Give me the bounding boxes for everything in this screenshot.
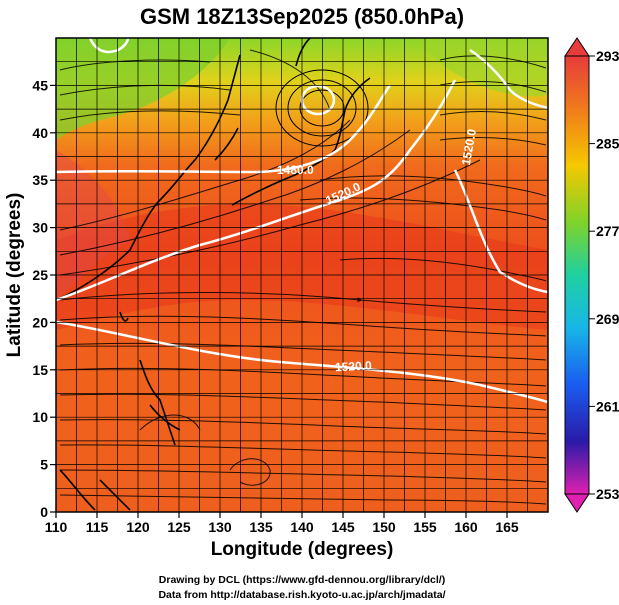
- contour-label: 1520.0: [459, 128, 479, 167]
- colorbar-labels: 293 285 277 269 261 253: [589, 48, 619, 502]
- y-tick-label: 25: [32, 267, 48, 283]
- x-tick-label: 130: [208, 519, 232, 535]
- x-tick-label: 145: [331, 519, 355, 535]
- x-tick-label: 135: [249, 519, 273, 535]
- height-contours: [56, 38, 548, 404]
- y-tick-label: 10: [32, 409, 48, 425]
- cold-region-east: [420, 38, 548, 97]
- colorbar-label: 293: [596, 48, 619, 64]
- colorbar-label: 253: [596, 486, 619, 502]
- x-tick-label: 120: [126, 519, 150, 535]
- graticule: [56, 38, 548, 512]
- x-tick-label: 165: [495, 519, 519, 535]
- y-tick-label: 15: [32, 362, 48, 378]
- x-tick-label: 125: [167, 519, 191, 535]
- x-tick-label: 115: [86, 519, 109, 535]
- x-tick-label: 110: [45, 519, 68, 535]
- colorbar-label: 269: [596, 311, 619, 327]
- contour-label: 1480.0: [277, 163, 314, 177]
- y-tick-label: 0: [40, 504, 48, 520]
- y-tick-label: 40: [32, 125, 48, 141]
- x-axis-label: Longitude (degrees): [211, 539, 394, 560]
- colorbar-top-triangle: [564, 37, 590, 57]
- y-tick-label: 35: [32, 172, 48, 188]
- wind-streamlines: [59, 49, 547, 505]
- y-tick-label: 30: [32, 220, 48, 236]
- credit-drawing: Drawing by DCL (https://www.gfd-dennou.o…: [159, 574, 445, 586]
- colorbar-label: 285: [596, 136, 619, 152]
- x-tick-label: 150: [372, 519, 396, 535]
- colorbar-label: 277: [596, 223, 619, 239]
- y-axis-ticks: 0 5 10 15 20 25 30 35 40 45: [32, 77, 56, 520]
- colorbar-bottom-triangle: [564, 493, 590, 513]
- credit-data: Data from http://database.rish.kyoto-u.a…: [158, 589, 445, 601]
- map-title: GSM 18Z13Sep2025 (850.0hPa): [140, 4, 464, 29]
- x-axis-ticks: 110 115 120 125 130 135 140 145 150 155 160 165: [45, 512, 519, 535]
- y-tick-label: 45: [32, 77, 48, 93]
- x-tick-label: 160: [454, 519, 478, 535]
- colorbar-label: 261: [596, 398, 619, 414]
- y-tick-label: 20: [32, 314, 48, 330]
- x-tick-label: 155: [413, 519, 437, 535]
- cyclone-circulation: [275, 69, 369, 147]
- warm-land: [56, 150, 130, 300]
- colorbar-gradient: [564, 55, 590, 495]
- contour-label: 1520.0: [335, 358, 373, 374]
- x-tick-label: 140: [290, 519, 314, 535]
- colorbar: 293 285 277 269 261 253: [564, 37, 619, 513]
- y-tick-label: 5: [40, 457, 48, 473]
- y-axis-label: Latitude (degrees): [4, 193, 25, 358]
